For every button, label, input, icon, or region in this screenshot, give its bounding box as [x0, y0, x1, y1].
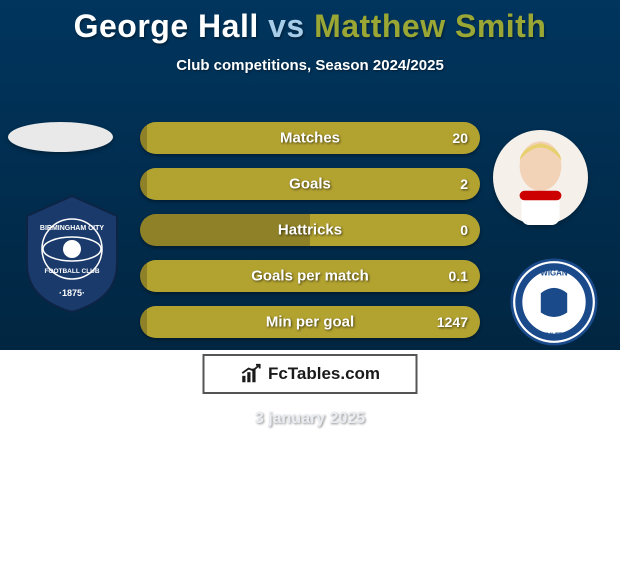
stat-bar-row: Goals 2	[140, 168, 480, 200]
badge2-text-bottom: ATHLETIC	[539, 332, 570, 339]
bar-label: Matches	[280, 130, 340, 147]
badge2-text-top: WIGAN	[540, 269, 568, 278]
bar-value-right: 0	[460, 222, 468, 238]
bar-value-right: 0.1	[449, 268, 468, 284]
badge-text-top: BIRMINGHAM CITY	[40, 225, 104, 232]
player2-club-badge: WIGAN ATHLETIC	[510, 258, 598, 346]
stat-bar-row: Matches 20	[140, 122, 480, 154]
badge-wigan: WIGAN ATHLETIC	[510, 258, 598, 346]
bar-value-right: 20	[452, 130, 468, 146]
player1-avatar	[8, 122, 113, 152]
stat-bar-row: Goals per match 0.1	[140, 260, 480, 292]
bar-left-segment	[140, 306, 147, 338]
title-vs: vs	[268, 8, 305, 44]
bar-left-segment	[140, 122, 147, 154]
player1-club-badge: BIRMINGHAM CITY FOOTBALL CLUB ·1875·	[22, 194, 122, 294]
bar-value-right: 1247	[437, 314, 468, 330]
bar-label: Goals	[289, 176, 331, 193]
avatar-illustration	[493, 130, 588, 225]
bar-left-segment	[140, 168, 147, 200]
title-player1: George Hall	[74, 8, 259, 44]
bar-label: Hattricks	[278, 222, 342, 239]
stat-bars: Matches 20 Goals 2 Hattricks 0 Goals per match…	[140, 122, 480, 338]
page-title: George Hall vs Matthew Smith	[0, 0, 620, 45]
logo-text: FcTables.com	[268, 364, 380, 384]
badge-text-bottom: FOOTBALL CLUB	[44, 268, 99, 275]
badge-birmingham: BIRMINGHAM CITY FOOTBALL CLUB ·1875·	[22, 194, 122, 314]
bar-value-right: 2	[460, 176, 468, 192]
bar-label: Min per goal	[266, 314, 354, 331]
player2-avatar	[493, 130, 588, 225]
bar-left-segment	[140, 260, 147, 292]
comparison-card: George Hall vs Matthew Smith Club compet…	[0, 0, 620, 450]
badge-year: ·1875·	[59, 288, 85, 298]
bar-label: Goals per match	[251, 268, 369, 285]
title-player2: Matthew Smith	[314, 8, 546, 44]
stat-bar-row: Hattricks 0	[140, 214, 480, 246]
stat-bar-row: Min per goal 1247	[140, 306, 480, 338]
subtitle: Club competitions, Season 2024/2025	[0, 57, 620, 74]
fctables-logo: FcTables.com	[203, 354, 418, 394]
chart-icon	[240, 363, 262, 385]
date-label: 3 january 2025	[0, 410, 620, 428]
